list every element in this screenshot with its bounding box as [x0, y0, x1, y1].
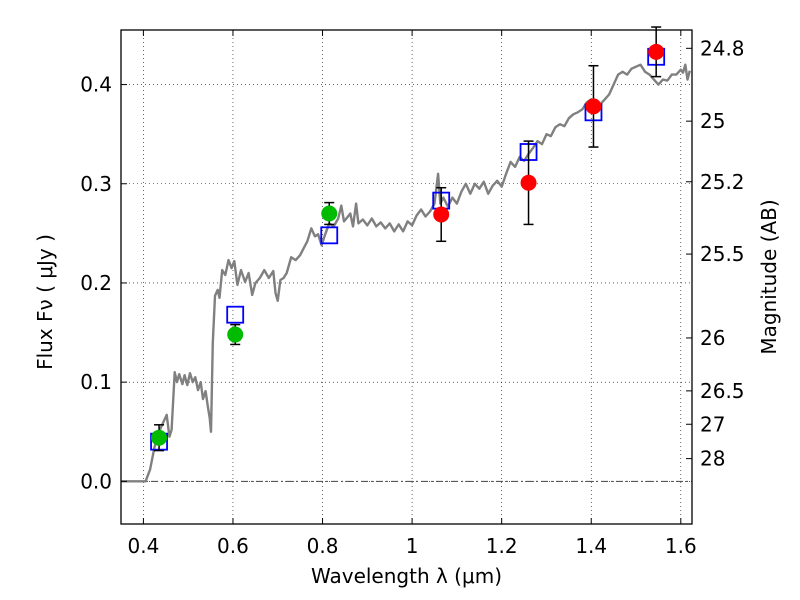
observed-flux-point: [520, 174, 537, 191]
y-tick-label: 0.4: [80, 73, 112, 97]
right-tick-label: 25.2: [700, 170, 745, 194]
x-tick-label: 0.4: [127, 534, 159, 558]
y-axis-title: Flux Fν ( μJy ): [33, 234, 57, 370]
y-tick-label: 0.3: [80, 172, 112, 196]
right-tick-label: 25: [700, 109, 725, 133]
observed-flux-point: [433, 206, 450, 223]
right-tick-label: 26.5: [700, 379, 745, 403]
right-tick-label: 27: [700, 412, 725, 436]
right-tick-label: 24.8: [700, 36, 745, 60]
plot-frame: [120, 29, 693, 525]
observed-flux-point: [227, 326, 244, 343]
x-tick-label: 1.6: [665, 534, 697, 558]
x-axis-title: Wavelength λ (μm): [311, 564, 502, 588]
observed-flux-point: [321, 205, 338, 222]
right-tick-label: 26: [700, 326, 725, 350]
model-flux-square: [226, 305, 245, 324]
axis-ticks: 0.4 0.6 0.8 1 1.2 1.4 1.6 0.0 0.1 0.2 0.3 0.4 24.8 25…: [80, 30, 745, 558]
right-tick-label: 28: [700, 447, 725, 471]
right-tick-label: 25.5: [700, 242, 745, 266]
data-series: [121, 26, 691, 483]
x-tick-label: 0.8: [307, 534, 339, 558]
x-tick-label: 0.6: [217, 534, 249, 558]
y-tick-label: 0.1: [80, 370, 112, 394]
x-tick-label: 1.4: [575, 534, 607, 558]
observed-flux-point: [585, 98, 602, 115]
grid-lines: [121, 30, 692, 524]
right-axis-title: Magnitude (AB): [757, 199, 781, 354]
observed-flux-point: [151, 429, 168, 446]
y-tick-label: 0.2: [80, 271, 112, 295]
observed-flux-point: [648, 43, 665, 60]
x-tick-label: 1.2: [486, 534, 518, 558]
model-flux-square: [320, 226, 339, 245]
model-spectrum-line: [121, 63, 691, 483]
y-tick-label: 0.0: [80, 469, 112, 493]
x-tick-label: 1: [406, 534, 419, 558]
